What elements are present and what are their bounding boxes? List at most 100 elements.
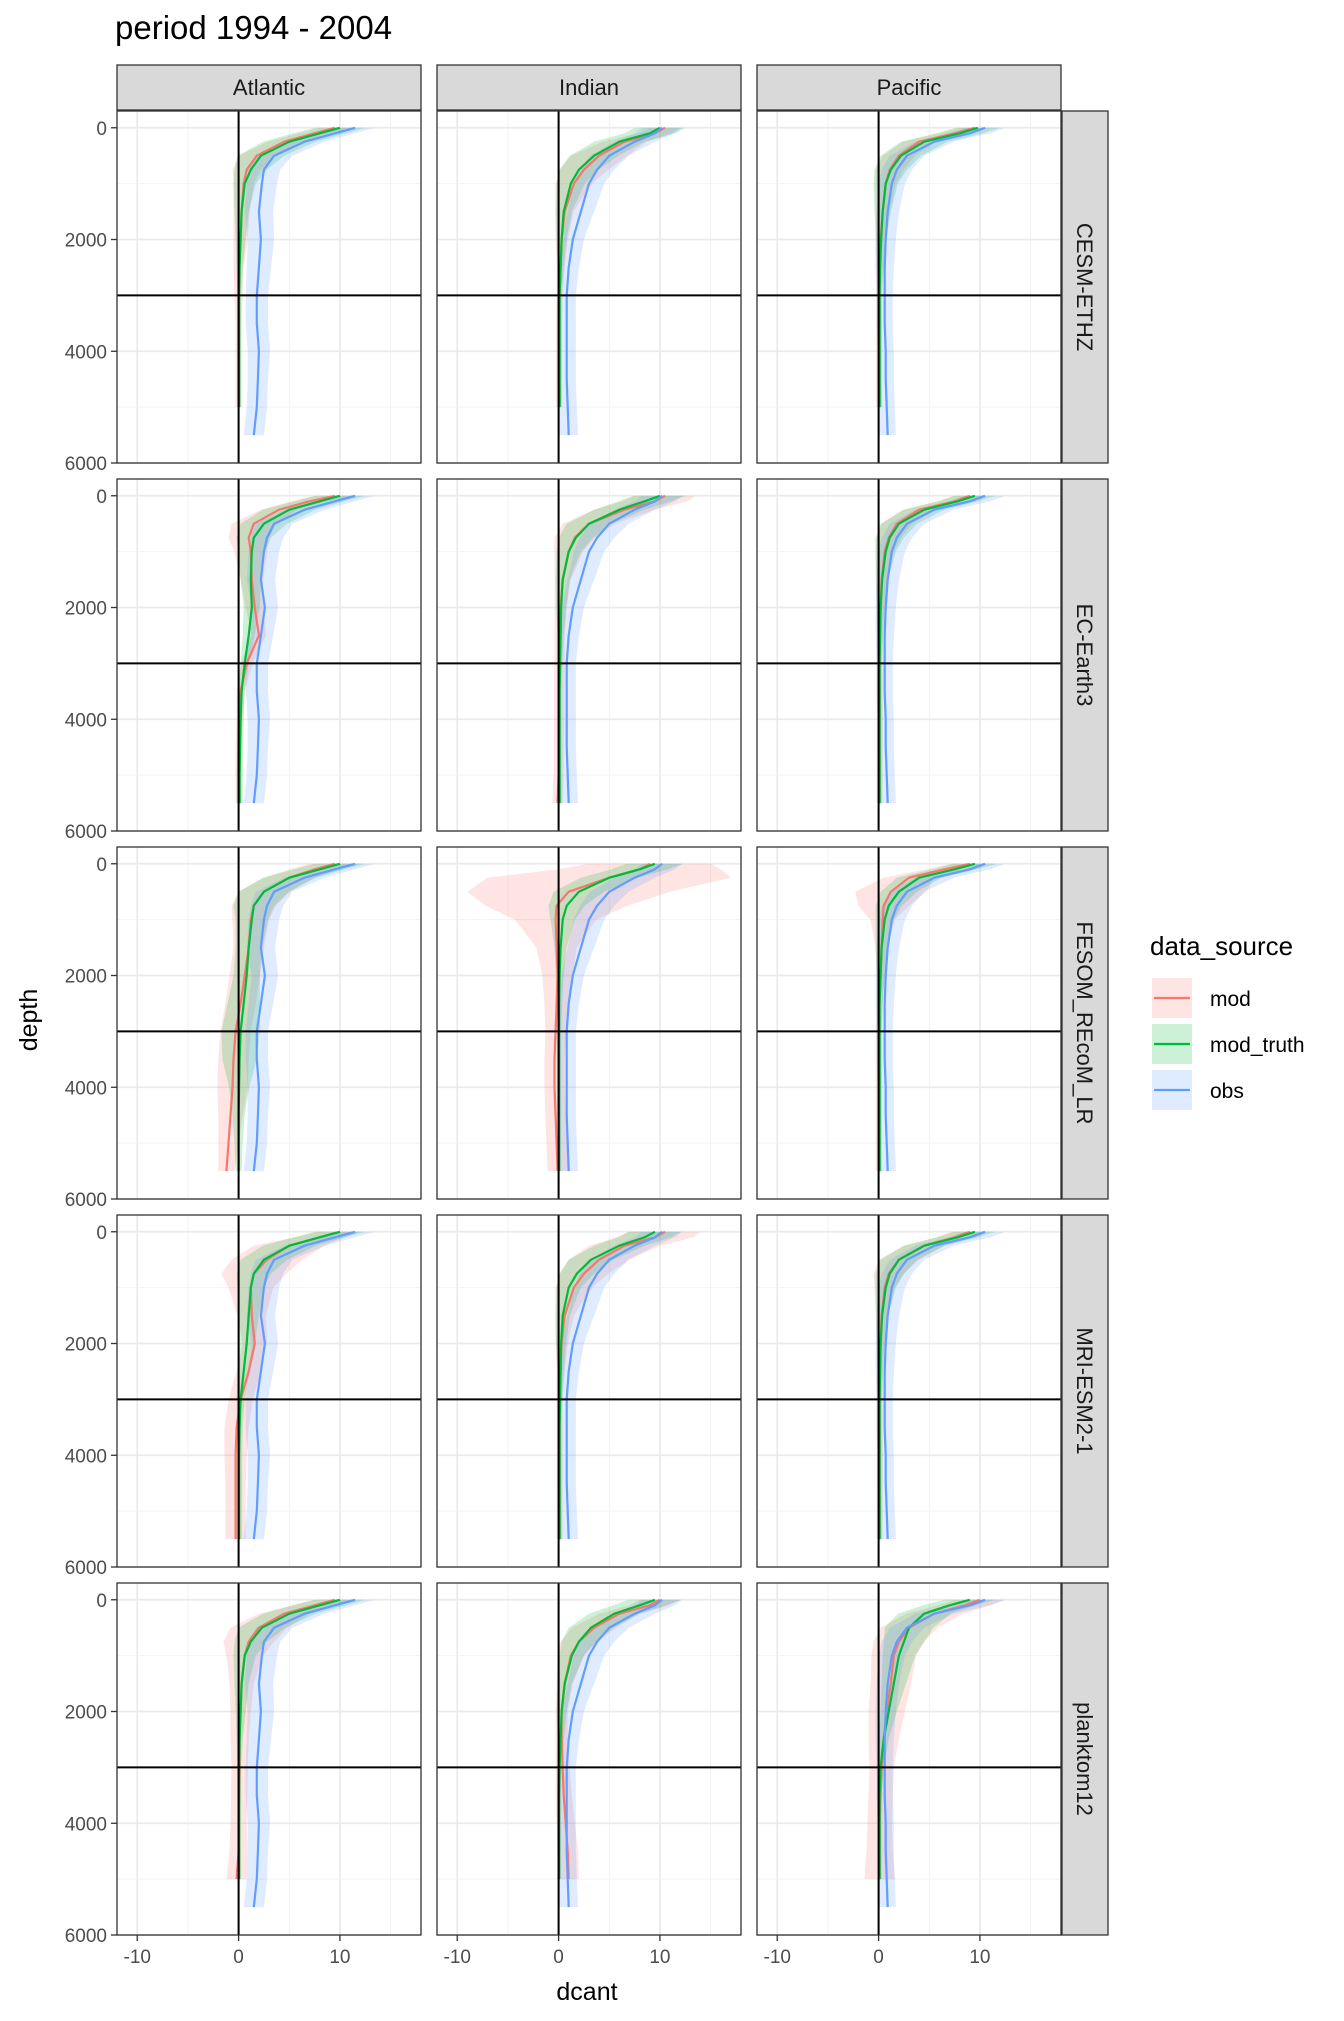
ribbon-mod [223,1599,356,1880]
y-tick-label: 6000 [65,1558,107,1579]
y-tick-label: 0 [96,119,107,140]
panel-border [436,110,742,464]
ribbon-mod_truth [555,495,687,804]
ribbon-mod_truth [548,863,684,1172]
row-strip-label-planktom12: planktom12 [1072,1702,1097,1816]
ribbon-mod [875,495,985,804]
panel-pacific-fesom-recom-lr [756,846,1062,1200]
ribbon-mod [217,863,361,1172]
ribbon-obs [875,127,1006,436]
y-tick-label: 0 [96,1223,107,1244]
panel-atlantic-cesm-ethz [116,110,422,464]
row-strip-ec-earth3 [1061,478,1109,832]
panel-indian-fesom-recom-lr [436,846,742,1200]
panel-background [117,1215,421,1567]
y-tick-label: 2000 [65,231,107,252]
y-tick-label: 0 [96,1591,107,1612]
ribbon-mod_truth [875,495,996,804]
y-tick-label: 6000 [65,454,107,475]
line-obs [565,1598,663,1908]
line-mod_truth [238,494,341,804]
panel-atlantic-fesom-recom-lr [116,846,422,1200]
ribbon-obs [557,495,683,804]
panel-border [756,1214,1062,1568]
ribbon-obs [875,1231,1006,1540]
ribbon-mod_truth [236,495,366,804]
ribbon-mod_truth [556,1599,682,1880]
line-obs [252,1598,356,1908]
line-obs [883,126,986,436]
panel-border [756,110,1062,464]
panel-border [756,846,1062,1200]
ribbon-mod [221,1231,361,1540]
ribbon-mod_truth [555,1231,682,1540]
ribbon-mod [873,1231,988,1540]
ribbon-mod [232,127,351,408]
line-obs [252,862,356,1172]
ribbon-mod [552,495,696,804]
ribbon-obs [557,863,683,1172]
panel-background [757,111,1061,463]
panel-border [116,1214,422,1568]
ribbon-mod_truth [221,863,366,1172]
y-axis-title: depth [15,989,43,1052]
column-strip-label-atlantic: Atlantic [233,75,305,100]
y-tick-label: 6000 [65,1926,107,1947]
row-strip-label-cesm-ethz: CESM-ETHZ [1072,223,1097,351]
column-strip-indian [436,64,742,111]
x-tick-label: 0 [873,1947,884,1968]
y-tick-label: 4000 [65,1814,107,1835]
column-strip-atlantic [116,64,422,111]
panel-plot-area [555,1598,683,1908]
panel-border [116,110,422,464]
legend-label-obs: obs [1210,1080,1244,1103]
panel-indian-cesm-ethz [436,110,742,464]
row-strip-label-fesom-recom-lr: FESOM_REcoM_LR [1072,922,1097,1125]
legend-title: data_source [1150,931,1293,961]
panel-background [117,847,421,1199]
legend-label-mod: mod [1210,988,1251,1011]
panel-background [437,1583,741,1935]
x-tick-label: -10 [444,1947,471,1968]
panel-background [757,479,1061,831]
ribbon-mod_truth [875,863,998,1172]
panel-background [437,479,741,831]
y-tick-label: 2000 [65,1335,107,1356]
panel-border [436,478,742,832]
panel-border [116,478,422,832]
column-strip-pacific [756,64,1062,111]
ribbon-mod [875,127,991,408]
ribbon-mod_truth [233,1599,366,1880]
line-obs [565,126,663,436]
legend-label-mod_truth: mod_truth [1210,1034,1305,1057]
y-tick-label: 4000 [65,710,107,731]
ribbon-mod_truth [877,1599,996,1880]
ribbon-mod [864,1599,1006,1880]
row-strip-label-ec-earth3: EC-Earth3 [1072,604,1097,707]
column-strip-label-pacific: Pacific [877,75,942,100]
line-obs [252,126,356,436]
line-obs [252,1230,356,1540]
row-strip-mri-esm2-1 [1061,1214,1109,1568]
panel-border [116,1582,422,1936]
panel-background [757,1215,1061,1567]
line-obs [565,862,663,1172]
panel-border [116,846,422,1200]
panel-atlantic-ec-earth3 [116,478,422,832]
ribbon-obs [557,1231,683,1540]
ribbon-obs [557,1599,683,1908]
panel-atlantic-mri-esm2-1 [116,1214,422,1568]
y-tick-label: 2000 [65,1703,107,1724]
axes: 0 2000 4000 6000 0 2000 4000 6000 0 2000 4000 6000 0… [65,119,991,1968]
y-tick-label: 4000 [65,1078,107,1099]
panel-indian-ec-earth3 [436,478,742,832]
x-tick-label: -10 [124,1947,151,1968]
panel-plot-area [552,494,696,804]
panel-background [117,479,421,831]
x-tick-label: 10 [329,1947,350,1968]
y-tick-label: 0 [96,487,107,508]
x-tick-label: -10 [764,1947,791,1968]
panel-pacific-ec-earth3 [756,478,1062,832]
